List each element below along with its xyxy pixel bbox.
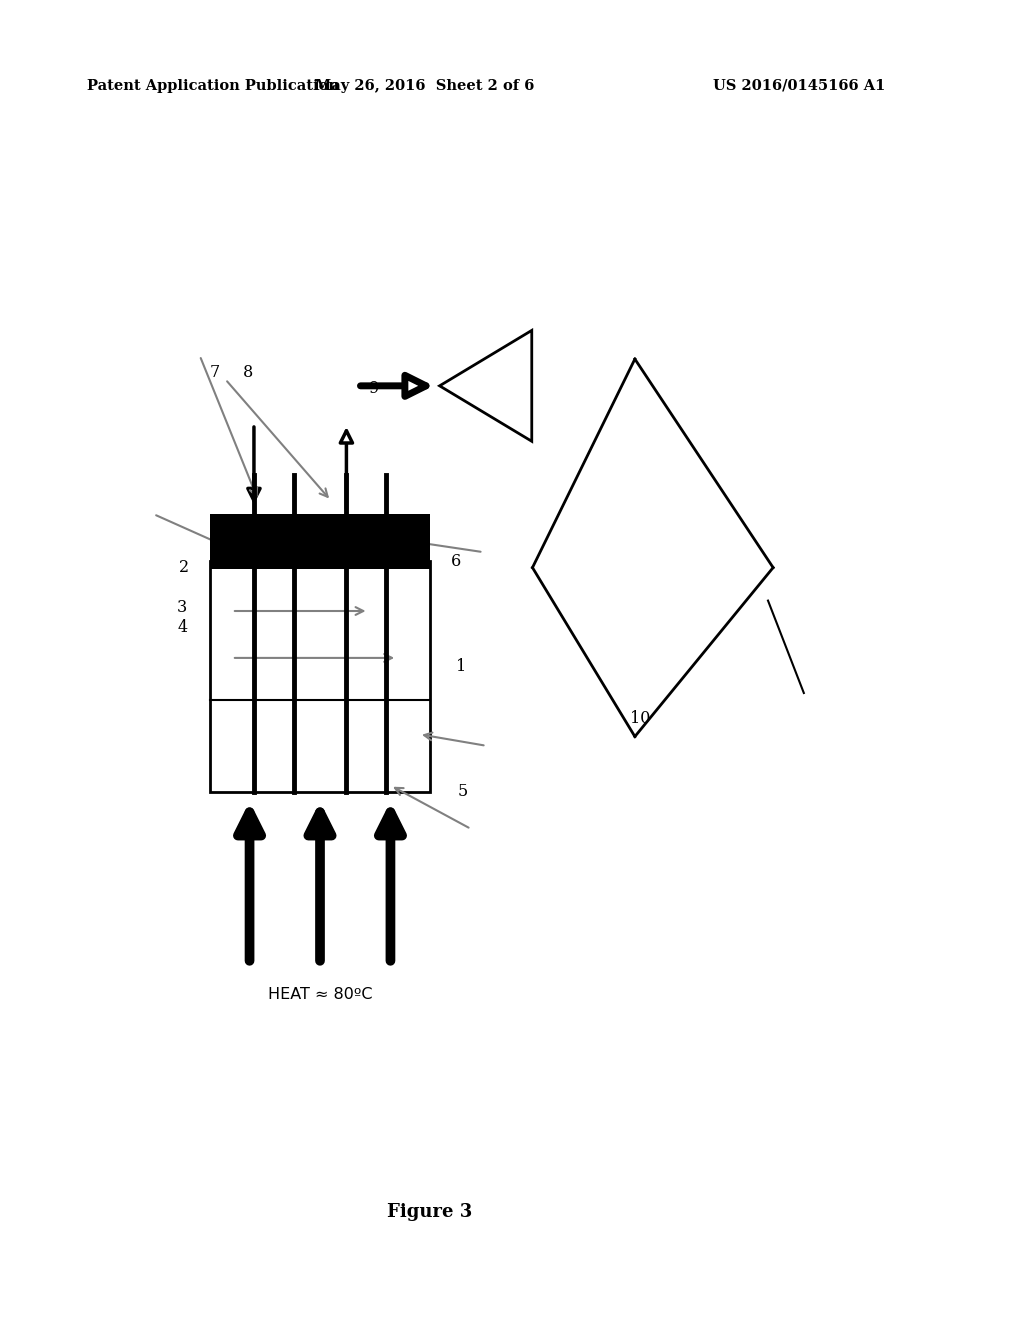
Text: Figure 3: Figure 3 <box>387 1203 473 1221</box>
Text: 2: 2 <box>179 560 189 576</box>
Text: 8: 8 <box>243 364 253 380</box>
Text: 3: 3 <box>177 599 187 615</box>
Text: 10: 10 <box>630 710 650 726</box>
Text: 1: 1 <box>456 659 466 675</box>
Text: 9: 9 <box>369 380 379 396</box>
Text: US 2016/0145166 A1: US 2016/0145166 A1 <box>713 79 885 92</box>
Text: 4: 4 <box>177 619 187 635</box>
Text: 6: 6 <box>451 553 461 569</box>
Text: 7: 7 <box>210 364 220 380</box>
Text: Patent Application Publication: Patent Application Publication <box>87 79 339 92</box>
Polygon shape <box>439 330 531 441</box>
Text: May 26, 2016  Sheet 2 of 6: May 26, 2016 Sheet 2 of 6 <box>315 79 535 92</box>
Bar <box>210 561 430 792</box>
Text: 5: 5 <box>458 784 468 800</box>
Bar <box>210 513 430 569</box>
Text: HEAT ≈ 80ºC: HEAT ≈ 80ºC <box>267 987 373 1002</box>
